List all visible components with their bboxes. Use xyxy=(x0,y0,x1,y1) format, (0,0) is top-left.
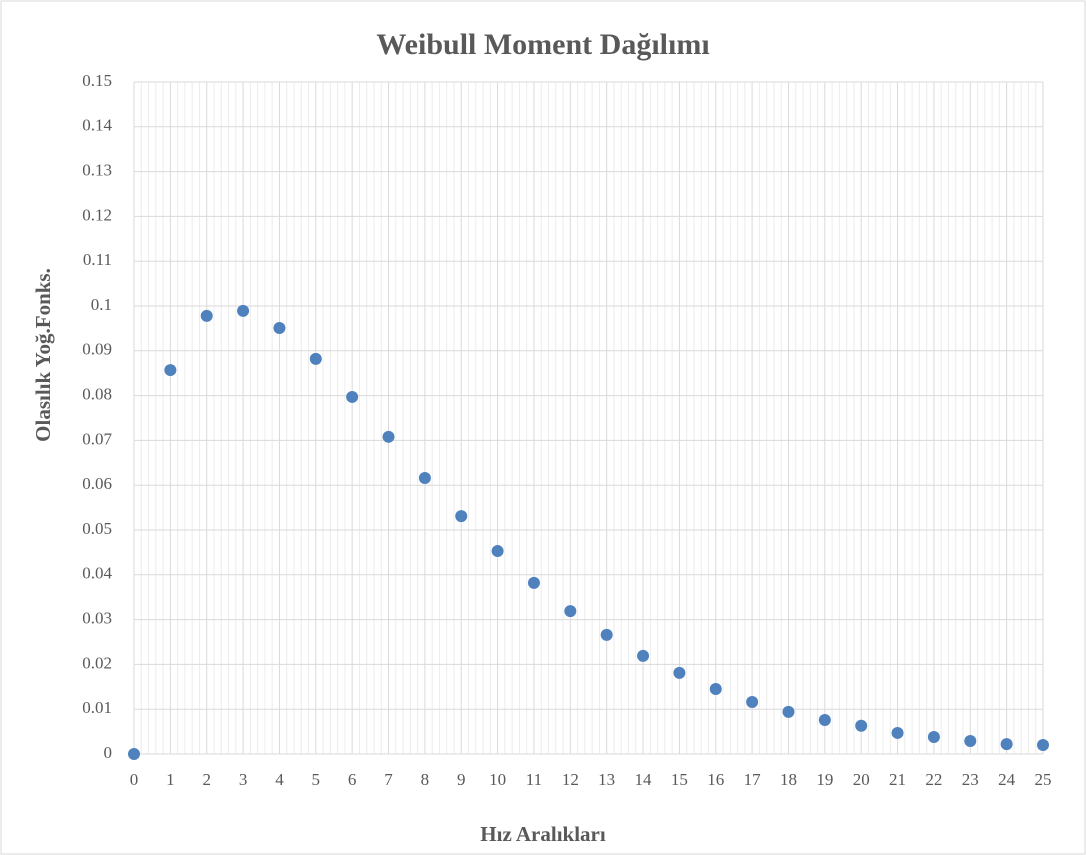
data-point xyxy=(891,726,904,739)
data-point xyxy=(855,719,868,732)
y-axis-title: Olasılık Yoğ.Fonks. xyxy=(31,268,55,442)
y-tick-label: 0.03 xyxy=(82,609,112,628)
data-point xyxy=(200,309,213,322)
x-tick-label: 9 xyxy=(457,770,466,789)
y-tick-label: 0.05 xyxy=(82,519,112,538)
y-tick-label: 0.04 xyxy=(82,564,112,583)
data-point xyxy=(709,683,722,696)
y-tick-label: 0.07 xyxy=(82,429,112,448)
x-tick-label: 14 xyxy=(635,770,653,789)
data-point xyxy=(927,730,940,743)
data-point xyxy=(273,321,286,334)
y-tick-label: 0.1 xyxy=(91,295,112,314)
y-tick-label: 0.09 xyxy=(82,340,112,359)
data-point xyxy=(964,735,977,748)
x-tick-label: 4 xyxy=(275,770,284,789)
x-tick-label: 2 xyxy=(202,770,211,789)
x-tick-label: 5 xyxy=(312,770,321,789)
x-tick-label: 13 xyxy=(598,770,615,789)
data-point xyxy=(346,390,359,403)
x-tick-label: 18 xyxy=(780,770,797,789)
x-tick-label: 6 xyxy=(348,770,357,789)
y-tick-label: 0 xyxy=(104,743,113,762)
y-tick-label: 0.11 xyxy=(83,250,112,269)
x-tick-label: 12 xyxy=(562,770,579,789)
x-tick-label: 21 xyxy=(889,770,906,789)
data-point xyxy=(128,748,140,760)
y-tick-label: 0.08 xyxy=(82,385,112,404)
x-tick-label: 7 xyxy=(384,770,393,789)
y-tick-label: 0.15 xyxy=(82,71,112,90)
grid xyxy=(133,81,1044,755)
x-tick-label: 1 xyxy=(166,770,175,789)
data-point xyxy=(818,713,831,726)
data-point xyxy=(600,628,613,641)
data-point xyxy=(1000,738,1013,751)
data-point xyxy=(527,576,540,589)
x-tick-label: 22 xyxy=(925,770,942,789)
x-tick-label: 15 xyxy=(671,770,688,789)
x-tick-label: 23 xyxy=(962,770,979,789)
data-point xyxy=(564,605,577,618)
data-point xyxy=(673,666,686,679)
x-tick-label: 10 xyxy=(489,770,506,789)
y-tick-label: 0.01 xyxy=(82,698,112,717)
x-tick-label: 19 xyxy=(816,770,833,789)
x-tick-label: 11 xyxy=(526,770,542,789)
data-point xyxy=(237,304,250,317)
x-tick-label: 8 xyxy=(421,770,430,789)
data-point xyxy=(637,649,650,662)
data-point xyxy=(491,545,504,558)
x-tick-label: 20 xyxy=(853,770,870,789)
y-tick-label: 0.02 xyxy=(82,653,112,672)
x-tick-label: 24 xyxy=(998,770,1016,789)
x-tick-label: 16 xyxy=(707,770,724,789)
y-tick-label: 0.13 xyxy=(82,161,112,180)
data-point xyxy=(309,352,322,365)
data-point xyxy=(164,364,177,377)
y-tick-label: 0.06 xyxy=(82,474,112,493)
x-tick-label: 25 xyxy=(1035,770,1052,789)
y-tick-label: 0.14 xyxy=(82,116,112,135)
data-point xyxy=(782,705,795,718)
data-point xyxy=(455,510,468,523)
chart-title: Weibull Moment Dağılımı xyxy=(376,28,709,61)
data-point xyxy=(746,696,759,709)
data-point xyxy=(1037,739,1049,752)
x-tick-label: 3 xyxy=(239,770,248,789)
x-axis-title: Hız Aralıkları xyxy=(480,822,606,846)
y-tick-label: 0.12 xyxy=(82,205,112,224)
x-tick-label: 0 xyxy=(130,770,139,789)
data-point xyxy=(418,472,431,485)
x-tick-label: 17 xyxy=(744,770,762,789)
data-point xyxy=(382,430,395,443)
